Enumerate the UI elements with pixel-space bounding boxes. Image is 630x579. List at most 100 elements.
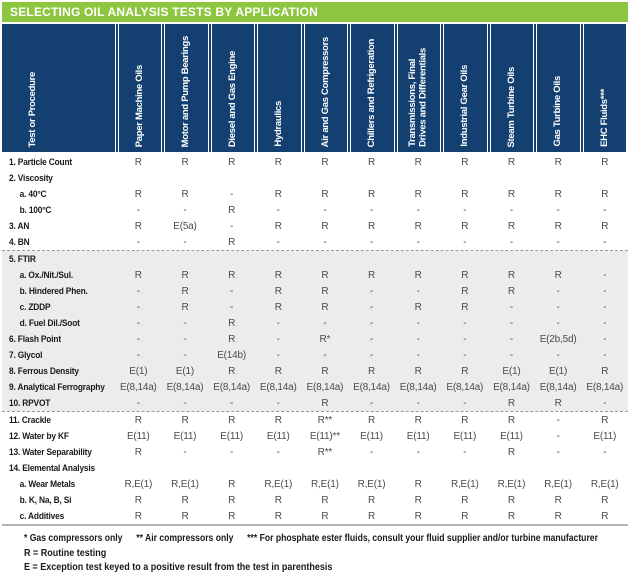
table-cell: R	[368, 510, 376, 522]
table-cell: E(2b,5d)	[539, 333, 577, 345]
table-cell: R	[228, 269, 236, 281]
table-cell: -	[230, 285, 234, 297]
row-cells: - - R - R* - - - - E(2b,5d) -	[115, 334, 628, 345]
row-label: 14. Elemental Analysis	[9, 462, 96, 474]
table-cell: -	[556, 204, 560, 216]
row-label: 3. AN	[9, 220, 30, 232]
table-cell: -	[323, 204, 327, 216]
table-cell: R	[274, 285, 282, 297]
table-cell: R	[601, 220, 609, 232]
table-cell: R*	[319, 333, 331, 345]
table-cell: R	[414, 365, 422, 377]
column-header-steam-turbine-oils: Steam Turbine Oils	[487, 24, 534, 152]
table-cell: -	[556, 430, 560, 442]
table-cell: -	[416, 236, 420, 248]
table-cell: -	[416, 204, 420, 216]
column-header-label: Chillers and Refrigeration	[366, 38, 378, 147]
column-header-industrial-gear-oils: Industrial Gear Oils	[441, 24, 487, 152]
table-cell: -	[136, 333, 140, 345]
column-header-paper-machine-oils: Paper Machine Oils	[115, 24, 162, 152]
table-row: a. Ox./Nit./Sul. R R R R R R R R R R -	[2, 267, 628, 283]
row-label: a. 40°C	[19, 188, 47, 200]
table-cell: R	[554, 220, 562, 232]
table-cell: -	[369, 204, 374, 216]
table-cell: R	[274, 156, 282, 168]
table-cell: R	[228, 236, 236, 248]
row-label: c. ZDDP	[19, 301, 51, 313]
row-label: 9. Analytical Ferrography	[9, 381, 105, 393]
row-label: 10. RPVOT	[9, 397, 51, 409]
table-cell: R	[601, 365, 609, 377]
row-label: 1. Particle Count	[9, 156, 73, 168]
column-header-test-or-procedure: Test or Procedure	[2, 24, 115, 152]
table-cell: -	[416, 397, 420, 409]
table-cell: R	[134, 414, 142, 426]
table-cell: R	[228, 204, 236, 216]
table-cell: -	[603, 269, 607, 281]
table-cell: R	[321, 397, 329, 409]
table-cell: -	[276, 446, 280, 458]
table-cell: -	[416, 333, 420, 345]
table-row: b. 100°C - - R - - - - - - - -	[2, 202, 628, 218]
table-cell: E(11)	[360, 430, 383, 442]
table-cell: -	[556, 301, 560, 313]
table-cell: -	[183, 333, 187, 345]
table-cell: -	[136, 317, 140, 329]
table-cell: E(8,14a)	[213, 381, 250, 393]
footnotes: * Gas compressors only ** Air compressor…	[2, 526, 628, 573]
section-divider-dashed-1	[2, 250, 628, 251]
table-cell: -	[463, 446, 467, 458]
table-cell: R	[461, 510, 469, 522]
table-cell: R,E(1)	[171, 478, 199, 490]
table-cell: R**	[317, 414, 333, 426]
table-cell: -	[509, 317, 514, 329]
table-cell: R	[414, 414, 422, 426]
table-cell: -	[323, 317, 327, 329]
table-cell: R	[228, 333, 236, 345]
row-label: 7. Glycol	[9, 349, 43, 361]
table-cell: R	[181, 301, 189, 313]
table-cell: R	[274, 414, 282, 426]
table-cell: R	[228, 510, 236, 522]
table-cell: -	[230, 301, 234, 313]
table-cell: -	[183, 236, 187, 248]
table-cell: -	[603, 301, 607, 313]
table-cell: -	[509, 333, 514, 345]
table-cell: R	[274, 365, 282, 377]
table-cell: E(8,14a)	[353, 381, 390, 393]
table-cell: -	[276, 317, 280, 329]
table-cell: R	[274, 494, 282, 506]
table-cell: R	[368, 156, 376, 168]
table-cell: R	[134, 510, 142, 522]
footer-divider	[2, 524, 628, 526]
column-header-label: EHC Fluids***	[598, 89, 610, 147]
table-cell: -	[509, 204, 514, 216]
table-cell: E(8,14a)	[493, 381, 530, 393]
table-cell: R	[321, 494, 329, 506]
table-section-3: 11. Crackle R R R R R** R R R R - R 12. Water by K…	[2, 412, 628, 524]
row-cells: R,E(1) R,E(1) R R,E(1) R,E(1) R,E(1) R R,E(1) R,…	[115, 479, 628, 490]
row-label: a. Ox./Nit./Sul.	[19, 269, 74, 281]
row-cells: E(8,14a) E(8,14a) E(8,14a) E(8,14a) E(8,14a)…	[115, 382, 628, 393]
table-cell: R	[134, 220, 142, 232]
table-cell: R	[181, 285, 189, 297]
table-cell: -	[509, 301, 514, 313]
table-row: 1. Particle Count R R R R R R R R R R R	[2, 154, 628, 170]
table-cell: R	[228, 494, 236, 506]
column-header-label: Industrial Gear Oils	[459, 65, 471, 147]
row-label: a. Wear Metals	[19, 478, 76, 490]
table-row: a. Wear Metals R,E(1) R,E(1) R R,E(1) R,E(1)…	[2, 476, 628, 492]
table-cell: R	[274, 301, 282, 313]
table-row: c. ZDDP - R - R R - R R - - -	[2, 299, 628, 315]
table-cell: E(8,14a)	[306, 381, 344, 393]
row-cells: E(11) E(11) E(11) E(11) E(11)** E(11) E(11) E(1…	[115, 431, 628, 442]
table-cell: R	[507, 414, 515, 426]
table-cell: -	[603, 285, 607, 297]
table-cell: R	[228, 478, 236, 490]
table-cell: -	[276, 333, 280, 345]
row-label: 12. Water by KF	[9, 430, 69, 442]
